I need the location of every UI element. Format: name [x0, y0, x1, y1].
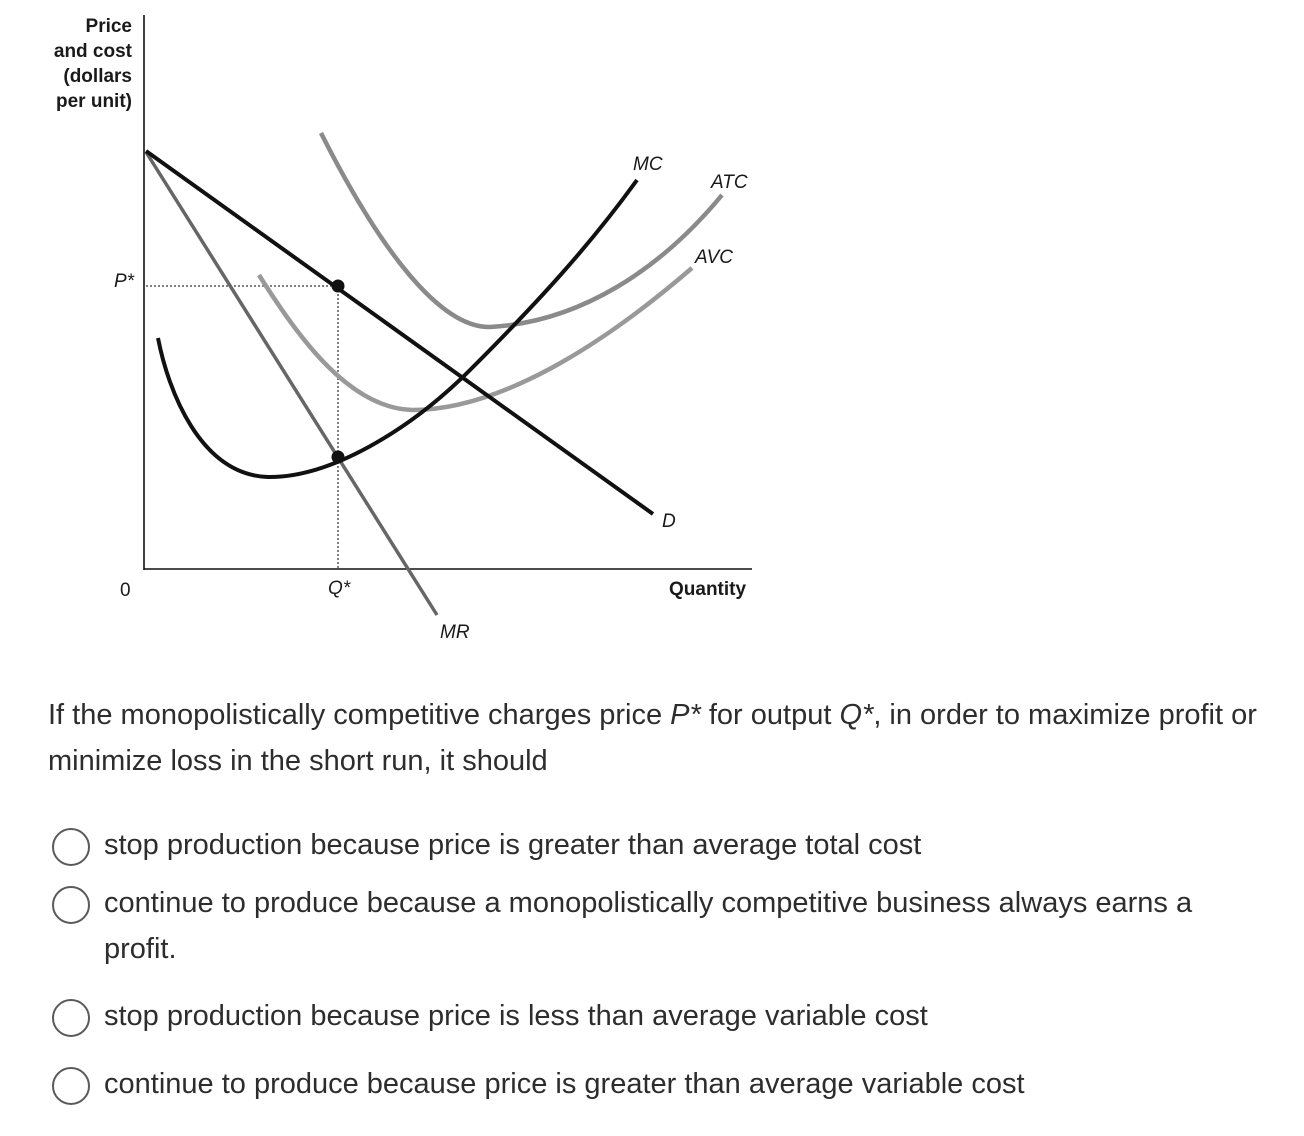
answer-option-3[interactable]: stop production because price is less th…	[52, 993, 1252, 1039]
y-axis-title-line-3: (dollars	[63, 66, 132, 87]
question-text: If the monopolistically competitive char…	[48, 692, 1268, 784]
demand-curve	[144, 149, 655, 516]
mr-curve	[144, 151, 439, 616]
radio-button-icon[interactable]	[52, 1067, 90, 1105]
origin-label: 0	[120, 580, 131, 601]
y-axis-title: Price and cost (dollars per unit)	[54, 16, 133, 112]
mr-label: MR	[440, 622, 470, 643]
y-axis-title-line-1: Price	[86, 16, 132, 37]
quantity-tick-label: Q*	[328, 578, 351, 599]
answer-option-label: stop production because price is less th…	[104, 1000, 928, 1032]
demand-label: D	[662, 511, 676, 532]
answer-option-4[interactable]: continue to produce because price is gre…	[52, 1061, 1252, 1107]
mc-label: MC	[633, 154, 663, 175]
cost-curves-graph: Price and cost (dollars per unit) MC ATC…	[54, 15, 752, 643]
radio-button-icon[interactable]	[52, 999, 90, 1037]
q-star-symbol: Q*	[839, 699, 874, 731]
answer-option-label: continue to produce because price is gre…	[104, 1068, 1025, 1100]
answer-option-1[interactable]: stop production because price is greater…	[52, 822, 1252, 868]
p-star-symbol: P*	[670, 699, 701, 731]
y-axis-title-line-4: per unit)	[56, 91, 132, 112]
question-part-2: for output	[700, 699, 840, 731]
atc-label: ATC	[710, 172, 748, 193]
question-part-1: If the monopolistically competitive char…	[48, 699, 671, 731]
y-axis-title-line-2: and cost	[54, 41, 133, 62]
mc-curve	[156, 178, 639, 480]
x-axis-title: Quantity	[669, 579, 746, 600]
mc-mr-intersection-point	[331, 450, 345, 464]
radio-button-icon[interactable]	[52, 828, 90, 866]
radio-button-icon[interactable]	[52, 886, 90, 924]
answer-option-label: stop production because price is greater…	[104, 829, 922, 861]
answer-option-label: continue to produce because a monopolist…	[104, 887, 1193, 965]
question-part-3: , in order to maximize profit or minimiz…	[48, 699, 1257, 777]
answer-option-2[interactable]: continue to produce because a monopolist…	[52, 880, 1252, 972]
demand-point	[331, 279, 345, 293]
avc-label: AVC	[694, 247, 733, 268]
atc-curve	[318, 131, 724, 330]
price-tick-label: P*	[114, 271, 135, 292]
